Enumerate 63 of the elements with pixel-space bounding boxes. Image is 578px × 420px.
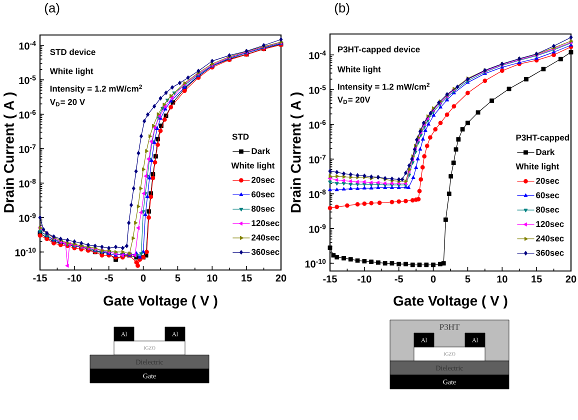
annotation: STD device: [50, 48, 96, 56]
annotation: Intensity = 1.2 mW/cm$^{2}$: [338, 82, 430, 92]
y-tick-label: 10$^{-10}$: [15, 248, 36, 256]
y-axis-title: Drain Current ( A ): [290, 92, 304, 212]
legend-label: 60sec: [252, 191, 275, 198]
legend-label: 120sec: [536, 221, 564, 228]
chart-title: (b): [334, 2, 350, 16]
annotation: P3HT-capped device: [338, 46, 420, 54]
x-tick-label: -5: [104, 274, 114, 282]
legend-label: 240sec: [536, 235, 564, 242]
text: P3HT: [440, 324, 460, 330]
legend-title: P3HT-capped: [516, 134, 570, 142]
y-axis-title: Drain Current ( A ): [4, 92, 17, 212]
chart-title: (a): [44, 2, 60, 16]
y-tick-label: 10$^{-6}$: [19, 110, 36, 119]
annotation: White light: [337, 66, 381, 74]
y-tick-label: 10$^{-10}$: [305, 258, 326, 268]
annotation: Intensity = 1.2 mW/cm$^{2}$: [50, 84, 142, 94]
x-tick-label: 20: [276, 274, 286, 282]
x-tick-label: -15: [323, 276, 337, 282]
y-tick-label: 10$^{-5}$: [309, 85, 326, 94]
y-tick-label: 10$^{-5}$: [19, 76, 36, 84]
x-tick-label: 0: [430, 276, 436, 283]
x-tick-label: -10: [358, 276, 372, 283]
legend-label: 120sec: [252, 220, 280, 226]
legend-label: 80sec: [252, 206, 275, 212]
legend-label: 60sec: [536, 192, 560, 198]
x-tick-label: -10: [68, 274, 82, 282]
y-tick-label: 10$^{-8}$: [309, 190, 326, 198]
annotation: White light: [231, 162, 275, 170]
legend-label: 80sec: [536, 206, 560, 213]
legend-label: Dark: [252, 148, 270, 154]
y-tick-label: 10$^{-4}$: [309, 50, 326, 60]
legend-title: STD: [232, 134, 249, 140]
legend-label: 20sec: [536, 178, 560, 184]
legend-label: 240sec: [252, 234, 280, 241]
x-tick-label: -5: [394, 276, 404, 282]
annotation: White light: [516, 163, 560, 172]
y-tick-label: 10$^{-4}$: [19, 41, 36, 50]
legend-label: Dark: [536, 148, 555, 156]
legend-label: 20sec: [252, 176, 275, 183]
annotation: White light: [50, 68, 94, 76]
legend-label: 360sec: [251, 248, 280, 255]
x-axis-title: Gate Voltage ( V ): [104, 295, 218, 309]
y-tick-label: 10$^{-9}$: [19, 213, 36, 222]
x-axis-title: Gate Voltage ( V ): [394, 295, 508, 309]
x-tick-label: 5: [465, 276, 470, 282]
annotation: V$_{D}$= 20V: [337, 96, 370, 104]
x-tick-label: 5: [175, 274, 180, 282]
x-tick-label: -15: [33, 274, 47, 282]
y-tick-label: 10$^{-6}$: [309, 120, 326, 129]
y-tick-label: 10$^{-7}$: [19, 144, 36, 153]
x-tick-label: 15: [532, 276, 542, 282]
y-tick-label: 10$^{-9}$: [309, 224, 326, 233]
x-tick-label: 15: [242, 274, 252, 282]
y-tick-label: 10$^{-8}$: [19, 178, 36, 188]
x-tick-label: 10: [497, 276, 508, 283]
annotation: V$_{D}$= 20 V: [50, 99, 86, 106]
y-tick-label: 10$^{-7}$: [309, 154, 326, 164]
x-tick-label: 0: [140, 274, 146, 282]
x-tick-label: 20: [566, 276, 576, 283]
legend-label: 360sec: [536, 250, 564, 256]
x-tick-label: 10: [207, 274, 218, 282]
